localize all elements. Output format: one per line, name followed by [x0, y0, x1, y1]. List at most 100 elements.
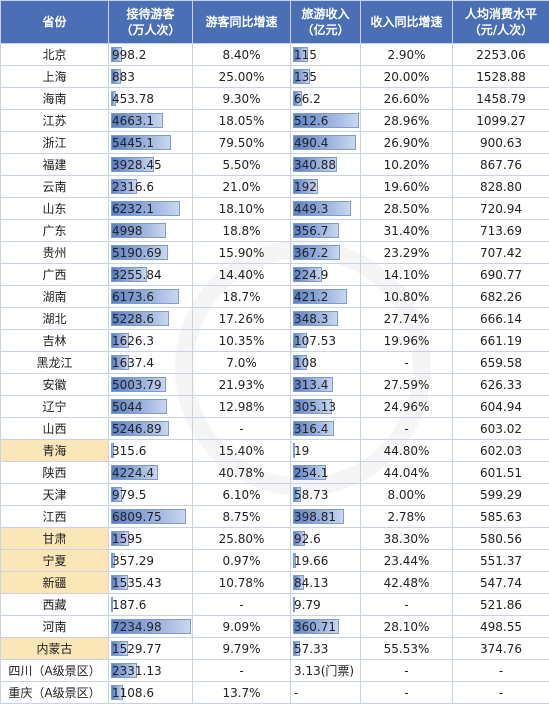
revenue-cell-value: 348.3: [291, 312, 328, 326]
revenue-growth-cell: 27.74%: [361, 308, 453, 330]
spend-cell: 867.76: [453, 154, 549, 176]
visitors-cell: 4224.4: [109, 462, 193, 484]
spend-cell: 666.14: [453, 308, 549, 330]
visitors-cell-value: 315.6: [109, 444, 146, 458]
visitors-growth-cell: 18.05%: [193, 110, 291, 132]
visitors-growth-cell: 10.35%: [193, 330, 291, 352]
revenue-cell-value: 66.2: [291, 92, 321, 106]
visitors-cell-value: 4224.4: [109, 466, 154, 480]
province-cell: 浙江: [1, 132, 109, 154]
revenue-cell-value: 3.13(门票): [291, 664, 354, 678]
spend-cell: 659.58: [453, 352, 549, 374]
revenue-growth-cell: 23.29%: [361, 242, 453, 264]
table-header: 省份 接待游客（万人次） 游客同比增速 旅游收入（亿元） 收入同比增速 人均消费…: [1, 1, 549, 44]
province-cell: 陕西: [1, 462, 109, 484]
header-revenue-growth: 收入同比增速: [361, 1, 453, 44]
visitors-growth-cell: 10.78%: [193, 572, 291, 594]
visitors-growth-cell: 17.26%: [193, 308, 291, 330]
visitors-cell: 187.6: [109, 594, 193, 616]
visitors-cell-value: 3255.84: [109, 268, 162, 282]
visitors-growth-cell: 13.7%: [193, 682, 291, 704]
revenue-cell: 254.1: [291, 462, 361, 484]
visitors-cell-value: 2331.13: [109, 664, 162, 678]
visitors-cell: 979.5: [109, 484, 193, 506]
visitors-cell: 6809.75: [109, 506, 193, 528]
province-cell: 辽宁: [1, 396, 109, 418]
revenue-cell-value: 305.13: [291, 400, 336, 414]
revenue-growth-cell: 8.00%: [361, 484, 453, 506]
province-cell: 江西: [1, 506, 109, 528]
visitors-cell-value: 5445.1: [109, 136, 154, 150]
visitors-cell-value: 6173.6: [109, 290, 154, 304]
revenue-cell: 316.4: [291, 418, 361, 440]
visitors-cell: 5044: [109, 396, 193, 418]
province-cell: 江苏: [1, 110, 109, 132]
spend-cell: 707.42: [453, 242, 549, 264]
revenue-cell: 107.53: [291, 330, 361, 352]
visitors-growth-cell: 6.10%: [193, 484, 291, 506]
revenue-cell-value: 58.73: [291, 488, 328, 502]
revenue-growth-cell: 10.20%: [361, 154, 453, 176]
province-cell: 福建: [1, 154, 109, 176]
visitors-cell: 315.6: [109, 440, 193, 462]
visitors-cell-value: 453.78: [109, 92, 154, 106]
revenue-cell: 3.13(门票): [291, 660, 361, 682]
revenue-cell: 135: [291, 66, 361, 88]
province-cell: 上海: [1, 66, 109, 88]
visitors-growth-cell: 15.40%: [193, 440, 291, 462]
visitors-cell: 2331.13: [109, 660, 193, 682]
revenue-growth-cell: -: [361, 682, 453, 704]
visitors-cell: 453.78: [109, 88, 193, 110]
visitors-cell-value: 187.6: [109, 598, 146, 612]
revenue-growth-cell: 28.96%: [361, 110, 453, 132]
visitors-growth-cell: 9.79%: [193, 638, 291, 660]
province-cell: 宁夏: [1, 550, 109, 572]
visitors-growth-cell: -: [193, 660, 291, 682]
revenue-cell: 348.3: [291, 308, 361, 330]
revenue-cell: 58.73: [291, 484, 361, 506]
header-province: 省份: [1, 1, 109, 44]
revenue-growth-cell: 26.90%: [361, 132, 453, 154]
revenue-growth-cell: 42.48%: [361, 572, 453, 594]
spend-cell: 1099.27: [453, 110, 549, 132]
province-cell: 黑龙江: [1, 352, 109, 374]
visitors-cell-value: 5228.6: [109, 312, 154, 326]
province-cell: 甘肃: [1, 528, 109, 550]
revenue-cell: 19: [291, 440, 361, 462]
spend-cell: 599.29: [453, 484, 549, 506]
visitors-growth-cell: 40.78%: [193, 462, 291, 484]
visitors-cell-value: 7234.98: [109, 620, 162, 634]
visitors-cell-value: 5246.89: [109, 422, 162, 436]
province-cell: 西藏: [1, 594, 109, 616]
visitors-growth-cell: 15.90%: [193, 242, 291, 264]
spend-cell: -: [453, 682, 549, 704]
revenue-growth-cell: 28.50%: [361, 198, 453, 220]
revenue-cell: 356.7: [291, 220, 361, 242]
visitors-growth-cell: 12.98%: [193, 396, 291, 418]
visitors-cell-value: 6232.1: [109, 202, 154, 216]
visitors-growth-cell: 8.75%: [193, 506, 291, 528]
visitors-cell-value: 4998: [109, 224, 143, 238]
revenue-growth-cell: 24.96%: [361, 396, 453, 418]
spend-cell: 585.63: [453, 506, 549, 528]
visitors-cell-value: 1535.43: [109, 576, 162, 590]
visitors-cell-value: 1108.6: [109, 686, 154, 700]
province-cell: 四川（A级景区）: [1, 660, 109, 682]
revenue-growth-cell: 14.10%: [361, 264, 453, 286]
visitors-growth-cell: 25.80%: [193, 528, 291, 550]
